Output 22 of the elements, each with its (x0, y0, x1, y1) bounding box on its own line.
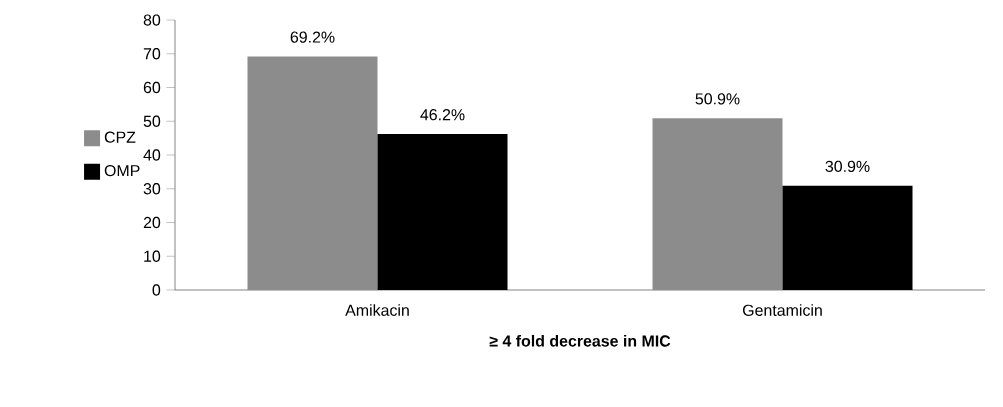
data-label: 30.9% (825, 160, 870, 173)
y-tick-label: 40 (143, 149, 161, 161)
bar (782, 185, 913, 290)
x-axis-title: ≥ 4 fold decrease in MIC (489, 334, 671, 347)
bar (247, 56, 378, 290)
y-tick-label: 60 (143, 81, 161, 94)
y-tick-label: 70 (143, 48, 161, 60)
y-tick-label: 10 (144, 250, 161, 262)
x-tick-label: Amikacin (345, 304, 409, 316)
legend-label: CPZ (104, 131, 136, 143)
data-label: 50.9% (695, 93, 740, 105)
y-tick-label: 80 (143, 14, 161, 26)
y-tick-label: 30 (143, 183, 161, 195)
data-label: 69.2% (290, 31, 335, 43)
data-label: 46.2% (420, 109, 465, 121)
y-tick-label: 20 (143, 216, 161, 229)
y-tick-label: 50 (143, 115, 161, 127)
legend-label: OMP (104, 165, 140, 177)
y-tick-label: 0 (152, 284, 161, 296)
bar (377, 134, 508, 290)
bar (652, 118, 783, 290)
x-tick-label: Gentamicin (743, 304, 822, 316)
